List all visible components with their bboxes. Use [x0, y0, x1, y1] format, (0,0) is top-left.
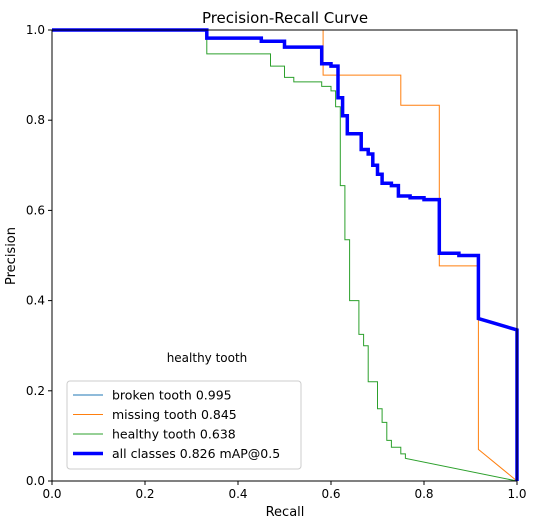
y-axis-label: Precision — [4, 227, 19, 285]
x-tick-label: 0.6 — [321, 487, 340, 501]
y-axis-ticks: 0.0 0.2 0.4 0.6 0.8 1.0 — [26, 23, 52, 488]
legend-label: broken tooth 0.995 — [112, 388, 232, 403]
legend-label: missing tooth 0.845 — [112, 407, 237, 422]
legend-label: all classes 0.826 mAP@0.5 — [112, 446, 280, 461]
annotation-text: healthy tooth — [167, 351, 248, 365]
y-tick-label: 0.0 — [26, 474, 45, 488]
y-tick-label: 0.6 — [26, 203, 45, 217]
x-tick-label: 0.0 — [42, 487, 61, 501]
series-line-3 — [52, 28, 519, 481]
legend-label: healthy tooth 0.638 — [112, 427, 236, 442]
y-tick-label: 0.8 — [26, 113, 45, 127]
x-tick-label: 0.2 — [135, 487, 154, 501]
series-line-2 — [52, 29, 518, 482]
x-tick-label: 0.4 — [228, 487, 247, 501]
legend-box — [66, 380, 302, 470]
y-tick-label: 0.2 — [26, 384, 45, 398]
x-tick-label: 1.0 — [507, 487, 526, 501]
x-axis-ticks: 0.0 0.2 0.4 0.6 0.8 1.0 — [42, 481, 527, 501]
legend-items: broken tooth 0.995 missing tooth 0.845 hea… — [73, 388, 280, 461]
x-tick-label: 0.8 — [414, 487, 433, 501]
y-tick-label: 0.4 — [26, 294, 45, 308]
plot-frame — [51, 29, 518, 482]
legend: broken tooth 0.995 missing tooth 0.845 hea… — [66, 380, 302, 470]
chart-title: Precision-Recall Curve — [202, 9, 368, 27]
x-axis-label: Recall — [266, 505, 305, 520]
y-tick-label: 1.0 — [26, 23, 45, 37]
